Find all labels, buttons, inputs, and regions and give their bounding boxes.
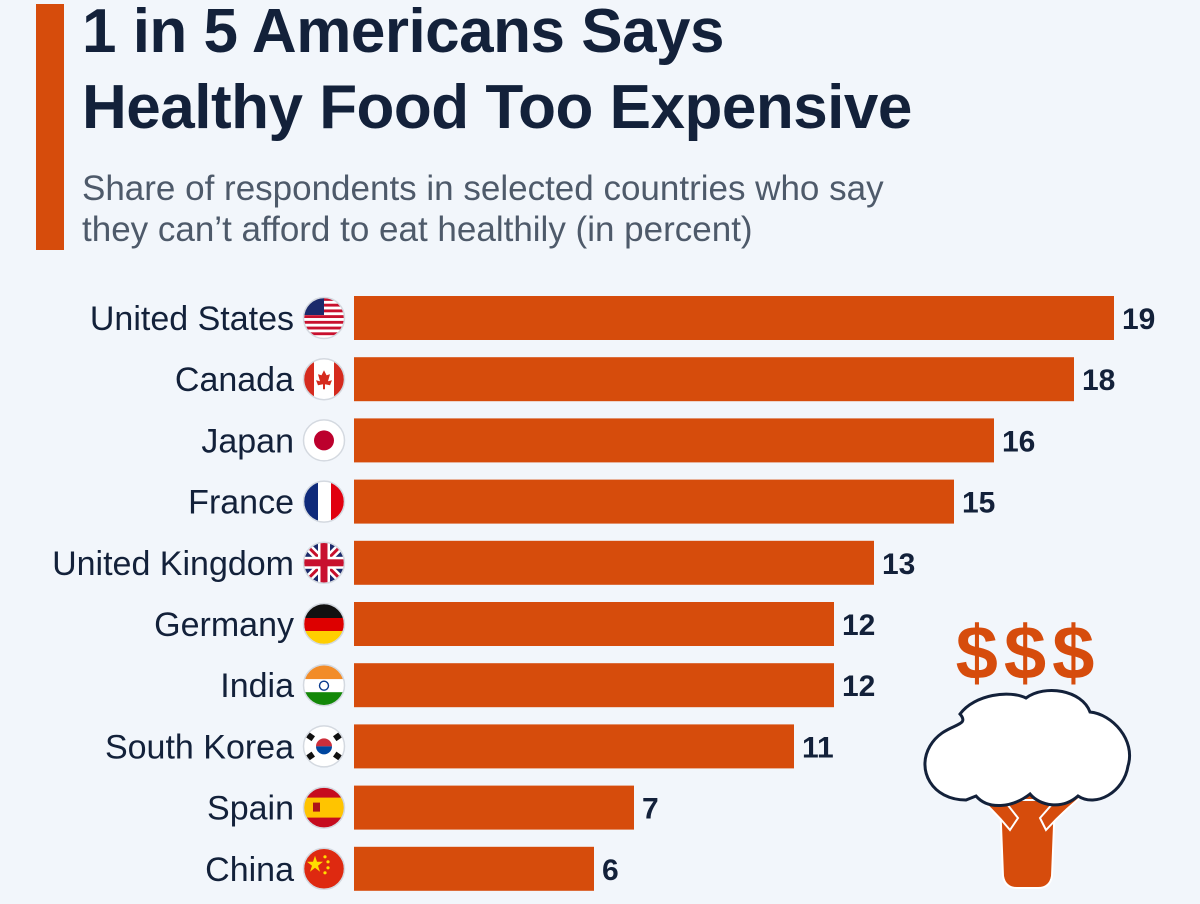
bar-south-korea — [354, 724, 794, 769]
chart-title: 1 in 5 Americans Says Healthy Food Too E… — [82, 0, 1182, 146]
value-label-united-states: 19 — [1122, 303, 1155, 336]
bar-canada — [354, 357, 1074, 402]
canada-flag-icon — [302, 357, 346, 401]
category-label-japan: Japan — [201, 422, 294, 460]
value-label-china: 6 — [602, 854, 619, 887]
value-label-south-korea: 11 — [802, 731, 834, 764]
bar-germany — [354, 602, 834, 646]
category-label-france: France — [188, 484, 294, 522]
value-label-canada: 18 — [1082, 364, 1115, 397]
china-flag-icon — [302, 847, 346, 891]
broccoli-dollar-icon: $$$ — [923, 611, 1131, 889]
france-flag-icon — [302, 480, 346, 523]
category-label-united-kingdom: United Kingdom — [52, 545, 294, 583]
south-korea-flag-icon — [302, 725, 346, 768]
category-label-south-korea: South Korea — [105, 728, 294, 766]
value-label-united-kingdom: 13 — [882, 548, 915, 581]
japan-flag-icon — [302, 419, 346, 462]
spain-flag-icon — [302, 786, 346, 829]
bar-india — [354, 663, 834, 708]
bar-china — [354, 846, 594, 891]
value-label-france: 15 — [962, 487, 995, 520]
india-flag-icon — [302, 663, 346, 707]
bar-japan — [354, 418, 994, 463]
category-label-china: China — [205, 851, 294, 889]
value-label-germany: 12 — [842, 609, 875, 642]
broccoli-head-icon — [923, 689, 1131, 808]
category-label-united-states: United States — [90, 300, 294, 338]
value-label-japan: 16 — [1002, 425, 1035, 458]
chart-subtitle: Share of respondents in selected countri… — [82, 168, 1082, 250]
title-line-1: 1 in 5 Americans Says — [82, 0, 725, 66]
category-label-germany: Germany — [154, 606, 294, 644]
bars-layer: United States 19 Canada 18 Japan 16 France 15 Un… — [52, 296, 1155, 891]
uk-flag-icon — [302, 541, 346, 585]
us-flag-icon — [302, 296, 346, 340]
germany-flag-icon — [302, 602, 346, 646]
bar-united-kingdom — [354, 540, 874, 585]
value-label-india: 12 — [842, 670, 875, 703]
category-label-spain: Spain — [207, 790, 294, 828]
value-label-spain: 7 — [642, 793, 659, 826]
accent-bar — [36, 4, 64, 250]
bar-france — [354, 479, 954, 524]
subtitle-line-1: Share of respondents in selected countri… — [82, 169, 884, 208]
dollar-signs-text: $$$ — [956, 611, 1101, 696]
bar-spain — [354, 785, 634, 830]
category-label-canada: Canada — [175, 361, 294, 399]
title-line-2: Healthy Food Too Expensive — [82, 73, 912, 142]
subtitle-line-2: they can’t afford to eat healthily (in p… — [82, 210, 753, 249]
category-label-india: India — [220, 667, 294, 705]
bar-united-states — [354, 296, 1114, 340]
